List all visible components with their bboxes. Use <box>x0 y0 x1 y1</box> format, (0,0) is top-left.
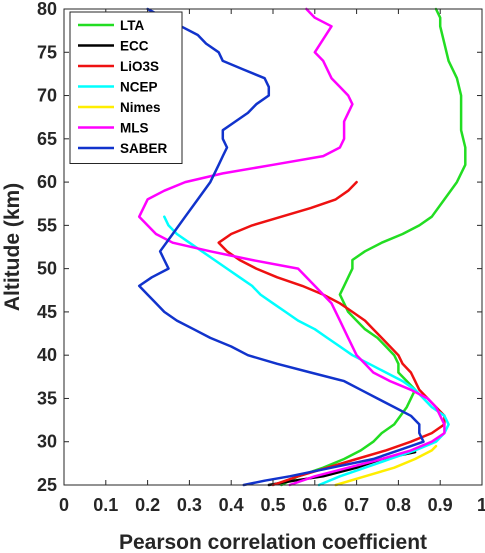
y-tick-label: 70 <box>37 86 57 106</box>
y-tick-label: 45 <box>37 302 57 322</box>
x-tick-label: 0.7 <box>344 495 369 515</box>
legend: LTA ECC LiO3S NCEP Nimes MLS SABER <box>69 11 183 164</box>
y-tick-label: 75 <box>37 42 57 62</box>
y-tick-label: 40 <box>37 345 57 365</box>
y-axis-label: Altitude (km) <box>1 183 24 311</box>
y-tick-label: 25 <box>37 475 57 495</box>
y-tick-label: 30 <box>37 432 57 452</box>
y-tick-label: 60 <box>37 172 57 192</box>
y-axis-ticks: 25 30 35 40 45 50 55 60 65 70 75 80 <box>37 0 482 495</box>
x-tick-label: 0.1 <box>93 495 118 515</box>
series-line-lio3s <box>217 180 446 487</box>
y-tick-label: 50 <box>37 259 57 279</box>
x-tick-label: 0 <box>59 495 69 515</box>
x-axis-label: Pearson correlation coefficient <box>119 531 427 553</box>
series-line-mls <box>137 7 446 487</box>
legend-label-nimes: Nimes <box>120 100 161 115</box>
x-tick-label: 0.3 <box>177 495 202 515</box>
y-tick-label: 65 <box>37 129 57 149</box>
x-tick-label: 0.6 <box>302 495 327 515</box>
legend-label-ncep: NCEP <box>120 80 158 95</box>
legend-label-lta: LTA <box>120 18 144 33</box>
x-tick-label: 0.2 <box>135 495 160 515</box>
x-tick-label: 0.8 <box>386 495 411 515</box>
legend-label-mls: MLS <box>120 121 149 136</box>
x-axis-ticks: 0 0.1 0.2 0.3 0.4 0.5 0.6 0.7 0.8 0.9 1 <box>59 9 485 515</box>
series-line-ncep <box>163 215 450 487</box>
series-line-saber <box>137 7 425 487</box>
legend-label-ecc: ECC <box>120 39 149 54</box>
y-tick-label: 55 <box>37 215 57 235</box>
x-tick-label: 0.4 <box>219 495 244 515</box>
legend-label-lio3s: LiO3S <box>120 59 159 74</box>
legend-items: LTA ECC LiO3S NCEP Nimes MLS SABER <box>78 18 168 156</box>
series-layer <box>137 7 467 487</box>
x-tick-label: 1 <box>477 495 485 515</box>
x-tick-label: 0.5 <box>260 495 285 515</box>
series-line-lta <box>280 7 467 487</box>
legend-label-saber: SABER <box>120 141 168 156</box>
y-tick-label: 80 <box>37 0 57 19</box>
x-tick-label: 0.9 <box>428 495 453 515</box>
y-tick-label: 35 <box>37 388 57 408</box>
series-line-nimes <box>334 444 438 487</box>
